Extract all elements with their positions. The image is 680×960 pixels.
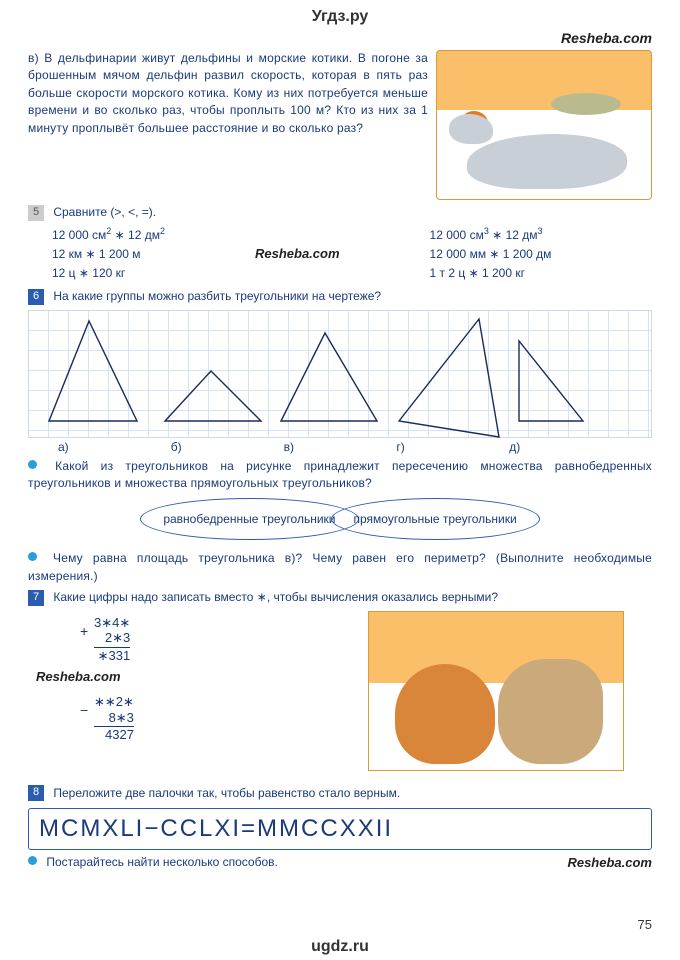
oval-right-text: прямоугольные треугольники bbox=[354, 512, 517, 526]
task-6-q2: Какой из треугольников на рисунке принад… bbox=[28, 458, 652, 493]
tri-label-a: а) bbox=[58, 440, 171, 454]
task-v-row: в) В дельфинарии живут дельфины и морски… bbox=[28, 50, 652, 200]
seal-illustration bbox=[436, 50, 652, 200]
add-l1: 3∗4∗ bbox=[94, 615, 130, 631]
add-res: ∗331 bbox=[94, 648, 130, 664]
compare-right: 12 000 см3 ∗ 12 дм3 12 000 мм ∗ 1 200 дм… bbox=[430, 225, 552, 282]
venn-ovals: равнобедренные треугольники прямоугольны… bbox=[28, 498, 652, 544]
tri-label-d: д) bbox=[509, 440, 622, 454]
task-7-content: + 3∗4∗ 2∗3 ∗331 Resheba.com − ∗∗2∗ 8∗3 4… bbox=[28, 611, 652, 781]
bullet-icon bbox=[28, 552, 37, 561]
page-number: 75 bbox=[638, 917, 652, 932]
cmp-l0: 12 000 см2 ∗ 12 дм2 bbox=[52, 225, 165, 245]
task-7-number: 7 bbox=[28, 590, 44, 606]
task-8-q: Переложите две палочки так, чтобы равенс… bbox=[53, 786, 400, 800]
add-l2: 2∗3 bbox=[94, 630, 130, 646]
minus-sign: − bbox=[80, 702, 88, 719]
tri-label-g: г) bbox=[396, 440, 509, 454]
task-6-q3-text: Чему равна площадь треугольника в)? Чему… bbox=[28, 551, 652, 582]
page-header: Угдз.ру bbox=[28, 8, 652, 26]
cmp-l2: 12 ц ∗ 120 кг bbox=[52, 264, 165, 283]
animals-illustration bbox=[368, 611, 624, 771]
task-6-number: 6 bbox=[28, 289, 44, 305]
watermark-mid1: Resheba.com bbox=[255, 244, 340, 264]
oval-left-text: равнобедренные треугольники bbox=[163, 512, 335, 526]
task-6-q3: Чему равна площадь треугольника в)? Чему… bbox=[28, 550, 652, 585]
seal-body-shape bbox=[467, 134, 627, 189]
task-6-q1: На какие группы можно разбить треугольни… bbox=[53, 289, 381, 303]
task-5: 5 Сравните (>, <, =). bbox=[28, 204, 652, 221]
fish-shape bbox=[551, 93, 621, 115]
subtraction-problem: − ∗∗2∗ 8∗3 4327 bbox=[94, 694, 134, 743]
sub-l2: 8∗3 bbox=[94, 710, 134, 726]
triangle-grid bbox=[28, 310, 652, 438]
compare-left: 12 000 см2 ∗ 12 дм2 12 км ∗ 1 200 м 12 ц… bbox=[52, 225, 165, 282]
watermark-top: Resheba.com bbox=[28, 30, 652, 46]
matchstick-equation: MCMXLI−CCLXI=MMCCXXII bbox=[28, 808, 652, 850]
sub-l1: ∗∗2∗ bbox=[94, 694, 134, 710]
triangle-labels: а) б) в) г) д) bbox=[28, 440, 652, 454]
cmp-l1: 12 км ∗ 1 200 м bbox=[52, 245, 165, 264]
task-6-q2-text: Какой из треугольников на рисунке принад… bbox=[28, 459, 652, 490]
task-8-number: 8 bbox=[28, 785, 44, 801]
cmp-r2: 1 т 2 ц ∗ 1 200 кг bbox=[430, 264, 552, 283]
task-7: 7 Какие цифры надо записать вместо ∗, чт… bbox=[28, 589, 652, 606]
task-7-q: Какие цифры надо записать вместо ∗, чтоб… bbox=[53, 590, 498, 604]
bullet-icon bbox=[28, 856, 37, 865]
task-v-body: В дельфинарии живут дельфины и морские к… bbox=[28, 51, 428, 135]
task-5-prompt: Сравните (>, <, =). bbox=[53, 205, 156, 219]
bullet-icon bbox=[28, 460, 37, 469]
addition-problem: + 3∗4∗ 2∗3 ∗331 bbox=[94, 615, 130, 664]
sub-res: 4327 bbox=[94, 727, 134, 743]
task-8: 8 Переложите две палочки так, чтобы раве… bbox=[28, 785, 652, 802]
task-5-number: 5 bbox=[28, 205, 44, 221]
triangle-svg bbox=[29, 311, 649, 439]
cmp-r1: 12 000 мм ∗ 1 200 дм bbox=[430, 245, 552, 264]
task-6: 6 На какие группы можно разбить треуголь… bbox=[28, 288, 652, 305]
oval-right: прямоугольные треугольники bbox=[331, 498, 540, 540]
dog-shape bbox=[498, 659, 603, 764]
task-v-text: в) В дельфинарии живут дельфины и морски… bbox=[28, 50, 428, 137]
oval-left: равнобедренные треугольники bbox=[140, 498, 358, 540]
task-8-hint: Постарайтесь найти несколько способов. bbox=[46, 855, 278, 869]
plus-sign: + bbox=[80, 623, 88, 640]
cmp-r0: 12 000 см3 ∗ 12 дм3 bbox=[430, 225, 552, 245]
tri-label-b: б) bbox=[171, 440, 284, 454]
cat-shape bbox=[395, 664, 495, 764]
tri-label-v: в) bbox=[284, 440, 397, 454]
seal-head-shape bbox=[449, 114, 493, 144]
task-v-label: в) bbox=[28, 51, 39, 65]
page-footer: ugdz.ru bbox=[0, 938, 680, 956]
compare-columns: 12 000 см2 ∗ 12 дм2 12 км ∗ 1 200 м 12 ц… bbox=[52, 225, 652, 282]
task-8-hint-row: Постарайтесь найти несколько способов. R… bbox=[28, 854, 652, 873]
watermark-bottom: Resheba.com bbox=[567, 854, 652, 873]
